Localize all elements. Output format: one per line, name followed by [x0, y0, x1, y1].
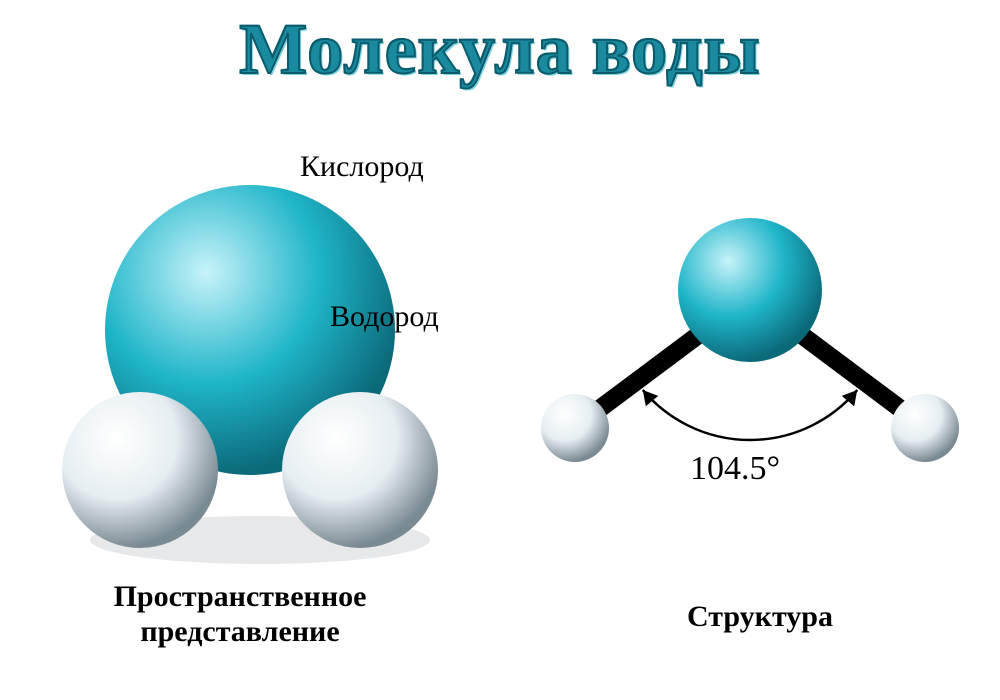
- main-title: Молекула воды: [0, 8, 1000, 91]
- hydrogen-atom-sphere-left: [62, 392, 218, 548]
- angle-arc: [643, 390, 857, 440]
- hydrogen-atom-ball-right: [891, 394, 959, 462]
- spatial-caption: Пространственное представление: [40, 580, 440, 649]
- angle-value: 104.5°: [690, 450, 780, 488]
- oxygen-atom-ball: [678, 218, 822, 362]
- diagram-stage: Молекула воды: [0, 0, 1000, 700]
- structure-model: [520, 170, 980, 550]
- hydrogen-atom-ball-left: [541, 394, 609, 462]
- oxygen-label: Кислород: [300, 150, 424, 184]
- spatial-model: [30, 140, 470, 560]
- spatial-caption-line2: представление: [140, 615, 339, 648]
- hydrogen-atom-sphere-right: [282, 392, 438, 548]
- hydrogen-label: Водород: [330, 300, 439, 334]
- spatial-caption-line1: Пространственное: [114, 580, 367, 613]
- structure-caption: Структура: [610, 600, 910, 635]
